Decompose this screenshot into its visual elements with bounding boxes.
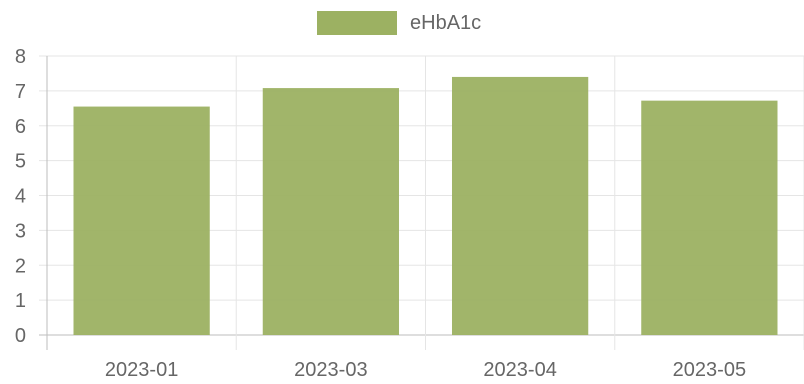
x-tick-label: 2023-04 xyxy=(483,359,556,381)
bars xyxy=(73,76,778,336)
legend[interactable]: eHbA1c xyxy=(317,11,481,35)
x-tick-label: 2023-03 xyxy=(294,359,367,381)
legend-swatch-ehba1c[interactable] xyxy=(317,11,397,35)
y-tick-label: 1 xyxy=(15,290,26,312)
y-tick-label: 8 xyxy=(15,46,26,68)
y-tick-label: 6 xyxy=(15,116,26,138)
x-tick-label: 2023-01 xyxy=(105,359,178,381)
bar-2023-01[interactable] xyxy=(73,106,210,335)
legend-label-ehba1c[interactable]: eHbA1c xyxy=(410,12,481,34)
y-axis: 0 1 2 3 4 5 6 7 8 xyxy=(15,46,26,347)
y-tick-label: 0 xyxy=(15,325,26,347)
y-tick-label: 4 xyxy=(15,186,26,208)
y-tick-label: 3 xyxy=(15,220,26,242)
bar-2023-04[interactable] xyxy=(451,76,589,336)
y-tick-label: 7 xyxy=(15,81,26,103)
y-tick-label: 5 xyxy=(15,151,26,173)
y-tick-label: 2 xyxy=(15,255,26,277)
bar-2023-05[interactable] xyxy=(641,100,778,335)
x-axis: 2023-01 2023-03 2023-04 2023-05 xyxy=(105,359,746,381)
x-tick-label: 2023-05 xyxy=(673,359,746,381)
bar-2023-03[interactable] xyxy=(262,88,400,336)
